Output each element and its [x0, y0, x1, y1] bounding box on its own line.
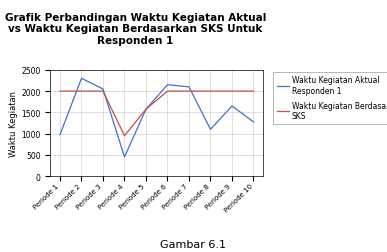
Waktu Kegiatan Aktual
Responden 1: [58, 134, 62, 137]
Waktu Kegiatan Aktual
Responden 1: [79, 78, 84, 81]
Text: Grafik Perbandingan Waktu Kegiatan Aktual
vs Waktu Kegiatan Berdasarkan SKS Untu: Grafik Perbandingan Waktu Kegiatan Aktua…: [5, 13, 266, 46]
Waktu Kegiatan Berdasarkan
SKS: [122, 135, 127, 138]
Waktu Kegiatan Berdasarkan
SKS: [229, 90, 234, 93]
Waktu Kegiatan Aktual
Responden 1: [101, 88, 105, 91]
Waktu Kegiatan Berdasarkan
SKS: [208, 90, 213, 93]
Y-axis label: Waktu Kegiatan: Waktu Kegiatan: [9, 91, 19, 156]
Waktu Kegiatan Berdasarkan
SKS: [101, 90, 105, 93]
Waktu Kegiatan Berdasarkan
SKS: [79, 90, 84, 93]
Legend: Waktu Kegiatan Aktual
Responden 1, Waktu Kegiatan Berdasarkan
SKS: Waktu Kegiatan Aktual Responden 1, Waktu…: [273, 72, 387, 124]
Waktu Kegiatan Aktual
Responden 1: [165, 84, 170, 87]
Line: Waktu Kegiatan Aktual
Responden 1: Waktu Kegiatan Aktual Responden 1: [60, 79, 253, 157]
Waktu Kegiatan Berdasarkan
SKS: [165, 90, 170, 93]
Waktu Kegiatan Berdasarkan
SKS: [251, 90, 256, 93]
Waktu Kegiatan Aktual
Responden 1: [122, 156, 127, 159]
Waktu Kegiatan Aktual
Responden 1: [187, 86, 191, 89]
Line: Waktu Kegiatan Berdasarkan
SKS: Waktu Kegiatan Berdasarkan SKS: [60, 92, 253, 136]
Text: Gambar 6.1: Gambar 6.1: [161, 239, 226, 249]
Waktu Kegiatan Aktual
Responden 1: [208, 128, 213, 131]
Waktu Kegiatan Aktual
Responden 1: [229, 105, 234, 108]
Waktu Kegiatan Berdasarkan
SKS: [144, 108, 148, 111]
Waktu Kegiatan Aktual
Responden 1: [144, 108, 148, 111]
Waktu Kegiatan Aktual
Responden 1: [251, 121, 256, 124]
Waktu Kegiatan Berdasarkan
SKS: [58, 90, 62, 93]
Waktu Kegiatan Berdasarkan
SKS: [187, 90, 191, 93]
